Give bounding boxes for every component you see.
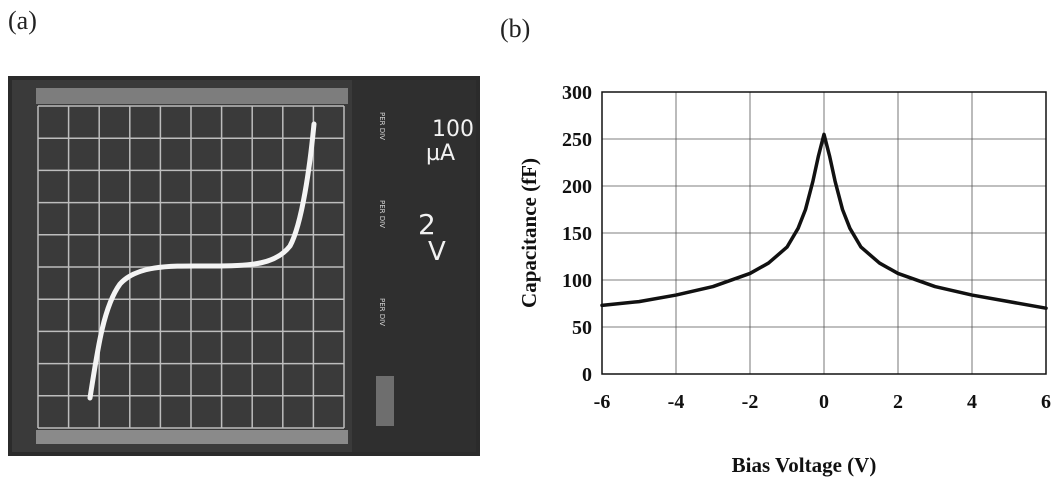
voltage-scale-unit: V (428, 237, 446, 267)
y-tick-labels: 0 50 100 150 200 250 300 (562, 82, 592, 386)
scope-side-marking (376, 376, 394, 426)
voltage-scale-readout: 2 V (418, 208, 446, 267)
current-scale-value: 100 (432, 117, 474, 142)
y-tick-label: 300 (562, 82, 592, 104)
y-axis-title: Capacitance (fF) (517, 158, 541, 308)
scope-bottom-glare (36, 430, 348, 444)
per-div-label-2: PER DIV (378, 200, 386, 228)
x-axis-title: Bias Voltage (V) (732, 453, 877, 477)
y-tick-label: 200 (562, 176, 592, 198)
x-tick-label: 4 (967, 391, 977, 413)
x-tick-label: -4 (668, 391, 685, 413)
y-tick-label: 50 (572, 317, 592, 339)
voltage-scale-value: 2 (418, 208, 436, 241)
iv-trace (87, 121, 317, 401)
panel-b-label: (b) (500, 14, 531, 43)
y-tick-label: 150 (562, 223, 592, 245)
scope-top-glare (36, 88, 348, 104)
x-tick-labels: -6 -4 -2 0 2 4 6 (594, 391, 1051, 413)
current-scale-readout: 100 µA (426, 117, 474, 166)
per-div-label-3: PER DIV (378, 298, 386, 326)
x-tick-label: -2 (742, 391, 759, 413)
x-tick-label: 2 (893, 391, 903, 413)
x-tick-label: -6 (594, 391, 611, 413)
y-tick-label: 0 (582, 364, 592, 386)
oscilloscope-photo: 100 µA 2 V PER DIV PER DIV PER DIV (8, 76, 480, 456)
per-div-label-1: PER DIV (378, 112, 386, 140)
scope-side-panel (352, 80, 476, 452)
cv-chart: 0 50 100 150 200 250 300 -6 -4 -2 0 2 4 6 Capacitanc… (517, 82, 1051, 477)
y-tick-label: 250 (562, 129, 592, 151)
panel-a-label: (a) (8, 6, 37, 35)
y-tick-label: 100 (562, 270, 592, 292)
current-scale-unit: µA (426, 141, 455, 166)
plot-area-frame (601, 91, 1047, 375)
x-tick-label: 6 (1041, 391, 1051, 413)
capacitance-curve (600, 132, 1048, 310)
x-tick-label: 0 (819, 391, 829, 413)
